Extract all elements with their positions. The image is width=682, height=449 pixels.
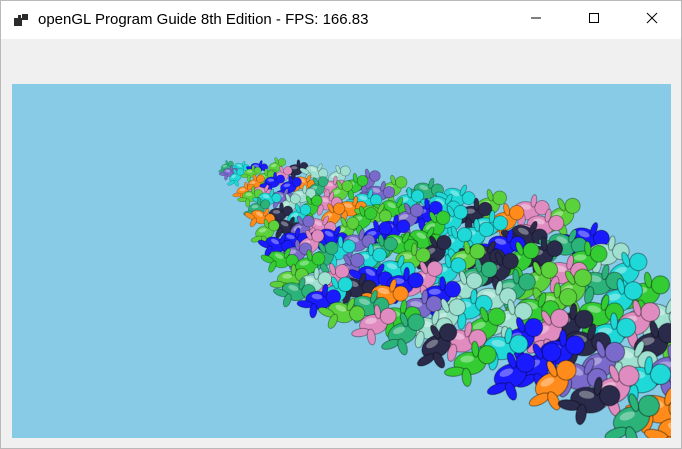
close-icon — [646, 11, 658, 29]
close-button[interactable] — [623, 1, 681, 39]
figure-instance — [250, 218, 280, 247]
figure-instance — [260, 247, 299, 273]
figure-instance — [296, 283, 342, 319]
figure-instance — [264, 157, 287, 178]
figure-instance — [257, 234, 294, 257]
figure-instance — [569, 264, 624, 305]
figure-instance — [486, 352, 536, 401]
figure-instance — [318, 297, 366, 329]
title-bar[interactable]: openGL Program Guide 8th Edition - FPS: … — [1, 1, 681, 39]
minimize-icon — [530, 11, 542, 29]
figure-instance — [416, 323, 458, 369]
maximize-button[interactable] — [565, 1, 623, 39]
figure-instance — [604, 393, 661, 438]
instanced-figures-scene — [218, 157, 671, 438]
figure-instance — [227, 168, 245, 187]
app-window-icon — [13, 12, 29, 28]
figure-instance — [443, 340, 497, 387]
maximize-icon — [588, 11, 600, 29]
figure-instance — [643, 418, 671, 438]
figure-instance — [381, 312, 425, 356]
figure-instance — [405, 198, 443, 232]
minimize-button[interactable] — [507, 1, 565, 39]
figure-instance — [528, 359, 577, 411]
window-title: openGL Program Guide 8th Edition - FPS: … — [38, 11, 369, 28]
figure-instance — [557, 376, 621, 426]
figure-instance — [351, 304, 397, 346]
opengl-viewport[interactable] — [12, 84, 671, 438]
